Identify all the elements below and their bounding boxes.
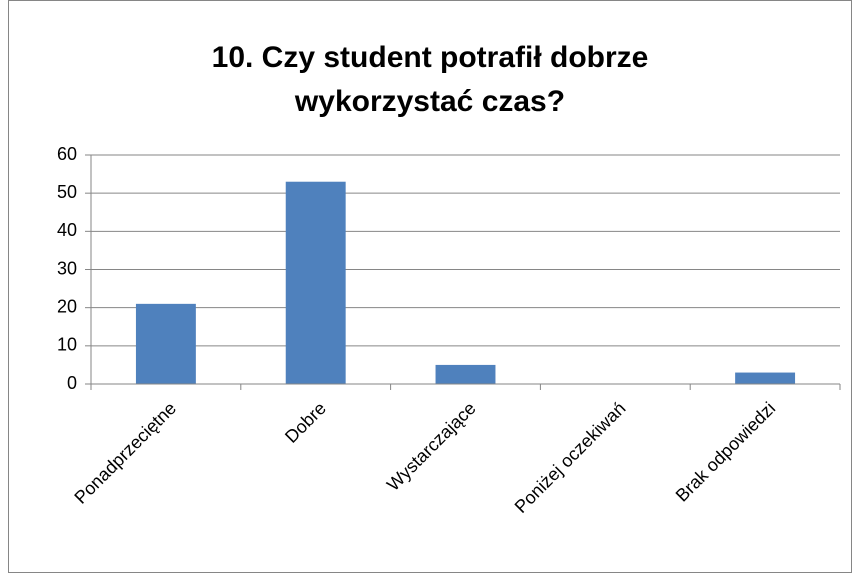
y-tick-label: 30 — [57, 258, 77, 278]
y-tick-label: 60 — [57, 144, 77, 164]
x-tick-label: Poniżej oczekiwań — [511, 398, 630, 517]
x-tick-label: Dobre — [281, 398, 330, 447]
bar — [285, 181, 346, 384]
x-tick-label: Brak odpowiedzi — [672, 398, 780, 506]
y-tick-label: 40 — [57, 220, 77, 240]
chart-title: 10. Czy student potrafił dobrze wykorzys… — [211, 41, 649, 118]
y-tick-label: 0 — [67, 373, 77, 393]
x-tick-label: Wystarczające — [383, 398, 480, 495]
x-tick-label: Ponadprzeciętne — [70, 398, 180, 508]
y-tick-label: 50 — [57, 182, 77, 202]
y-tick-label: 10 — [57, 335, 77, 355]
bar — [735, 372, 796, 384]
y-tick-label: 20 — [57, 296, 77, 316]
bar — [435, 364, 496, 384]
bar — [135, 303, 196, 384]
